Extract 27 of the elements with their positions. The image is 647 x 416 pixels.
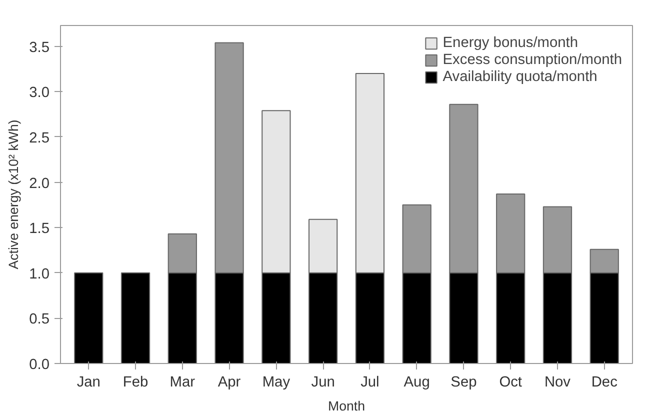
x-tick-label: Dec	[591, 374, 618, 390]
legend-label: Excess consumption/month	[442, 52, 622, 68]
x-tick-label: Mar	[170, 374, 196, 390]
y-tick-label: 1.0	[29, 266, 50, 282]
x-tick-label: Feb	[122, 374, 148, 390]
y-axis-title: Active energy (x10² kWh)	[6, 120, 22, 270]
x-tick-label: Nov	[544, 374, 572, 390]
y-tick-label: 3.5	[29, 40, 50, 56]
x-tick-label: Aug	[404, 374, 430, 390]
bar	[74, 272, 104, 364]
y-tick-label: 1.5	[29, 221, 50, 238]
legend-label: Energy bonus/month	[442, 35, 578, 51]
bar	[120, 272, 150, 364]
x-axis-title: Month	[328, 398, 366, 414]
x-tick-label: May	[262, 374, 291, 390]
legend-label: Availability quota/month	[442, 69, 598, 85]
y-tick-label: 2.5	[29, 130, 50, 146]
x-tick-label: Apr	[218, 374, 241, 390]
y-tick-label: 3.0	[29, 85, 50, 102]
y-tick-label: 0.5	[29, 312, 50, 328]
y-tick-label: 0.0	[29, 357, 50, 373]
x-tick-label: Oct	[499, 374, 522, 390]
x-tick-label: Sep	[450, 374, 477, 390]
y-tick-label: 2.0	[29, 176, 50, 192]
x-tick-label: Jun	[311, 374, 335, 390]
x-tick-label: Jul	[360, 374, 380, 390]
x-tick-label: Jan	[76, 374, 100, 390]
